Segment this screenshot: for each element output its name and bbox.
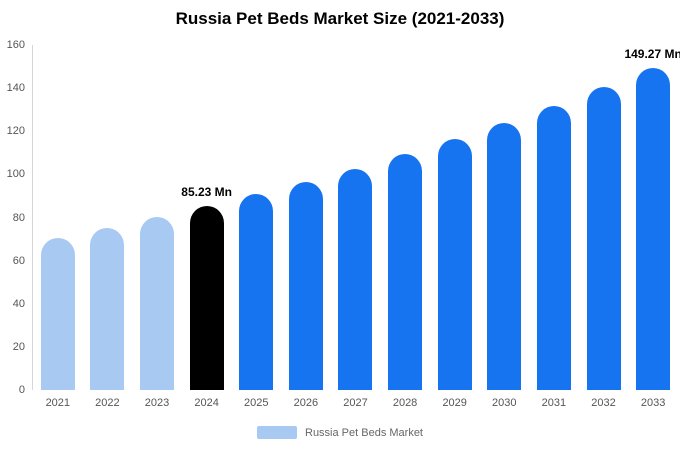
bar-group — [281, 45, 331, 390]
x-tick-label: 2027 — [343, 397, 368, 409]
y-tick-label: 140 — [6, 82, 25, 95]
legend-swatch — [257, 426, 297, 439]
legend-label: Russia Pet Beds Market — [305, 426, 423, 439]
y-tick-label: 80 — [12, 211, 25, 224]
x-tick-label: 2033 — [640, 397, 666, 409]
legend: Russia Pet Beds Market — [0, 426, 680, 439]
y-tick-label: 20 — [12, 340, 25, 353]
bar-group — [132, 45, 182, 390]
bar-2033 — [636, 68, 671, 390]
x-tick-label: 2021 — [45, 397, 71, 409]
bar-2023 — [140, 217, 175, 390]
x-tick-label: 2026 — [293, 397, 319, 409]
bar-2021 — [40, 237, 75, 390]
bar-2025 — [239, 194, 274, 390]
y-axis: 0 20 40 60 80 100 120 140 160 — [0, 39, 28, 396]
x-tick-label: 2023 — [144, 397, 170, 409]
bar-2031 — [536, 105, 571, 390]
x-tick-label: 2025 — [244, 397, 269, 409]
bar-group — [579, 45, 629, 390]
y-axis-line — [32, 45, 33, 390]
bar-2027 — [338, 168, 373, 390]
chart-title: Russia Pet Beds Market Size (2021-2033) — [175, 9, 505, 28]
bar-2029 — [437, 139, 472, 390]
bar-group — [83, 45, 133, 390]
x-tick-label: 2030 — [492, 397, 517, 409]
x-tick-label: 2028 — [392, 397, 418, 409]
bar-group — [380, 45, 430, 390]
bar-2026 — [288, 181, 323, 390]
y-tick-label: 120 — [6, 125, 25, 138]
y-tick-label: 160 — [6, 39, 25, 51]
bars-container: 85.23 Mn 149.27 Mn — [33, 45, 680, 390]
x-tick-label: 2022 — [95, 397, 120, 409]
bar-group — [430, 45, 480, 390]
y-tick-label: 0 — [18, 384, 25, 396]
y-tick-label: 40 — [12, 297, 25, 310]
bar-group: 85.23 Mn — [181, 45, 232, 390]
x-axis: 2021 2022 2023 2024 2025 2026 2027 2028 2029 2030… — [33, 397, 678, 409]
bar-group — [529, 45, 579, 390]
y-tick-label: 100 — [6, 168, 25, 181]
bar-2022 — [90, 227, 125, 390]
x-tick-label: 2024 — [194, 397, 219, 409]
y-tick-label: 60 — [12, 254, 25, 267]
bar-2030 — [487, 123, 522, 390]
bar-group — [231, 45, 281, 390]
bar-2032 — [586, 87, 621, 390]
x-tick-label: 2031 — [541, 397, 567, 409]
x-tick-label: 2029 — [442, 397, 467, 409]
bar-value-label: 149.27 Mn — [624, 47, 680, 62]
plot-area: 0 20 40 60 80 100 120 140 160 85.23 Mn 149.27 Mn — [0, 39, 680, 396]
bar-group: 149.27 Mn — [624, 45, 680, 390]
bar-2024 — [189, 206, 224, 390]
x-tick-label: 2032 — [591, 397, 616, 409]
bar-group — [479, 45, 529, 390]
bar-value-label: 85.23 Mn — [181, 185, 232, 200]
bar-group — [331, 45, 381, 390]
bar-group — [33, 45, 83, 390]
bar-2028 — [388, 154, 423, 390]
